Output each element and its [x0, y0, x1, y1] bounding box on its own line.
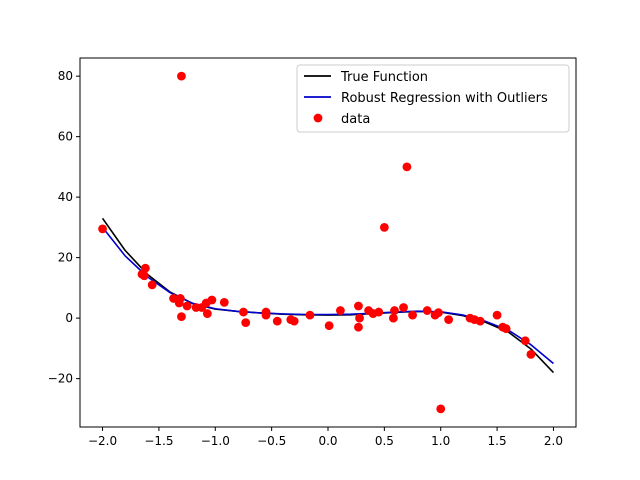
- data-point-43: [444, 315, 454, 325]
- plot-area: [98, 71, 555, 414]
- y-tick-label-1: 0: [65, 311, 73, 325]
- legend-label-2: data: [341, 112, 370, 127]
- data-point-35: [390, 306, 399, 315]
- data-point-24: [305, 310, 315, 320]
- data-point-50: [520, 336, 530, 346]
- data-point-4: [147, 280, 157, 290]
- x-tick-label-4: 0.0: [318, 434, 337, 448]
- data-point-39: [422, 306, 432, 315]
- x-tick-label-5: 0.5: [375, 434, 394, 448]
- axes: −2.0 −1.5 −1.0 −0.5 0.0 0.5 1.0 1.5 2.0 −20 0 20 40 6…: [48, 57, 577, 448]
- x-tick-label-1: −1.5: [144, 434, 173, 448]
- data-point-49: [501, 324, 511, 334]
- y-tick-label-3: 40: [58, 190, 73, 204]
- data-point-9: [177, 312, 186, 321]
- data-point-18: [241, 318, 251, 328]
- data-point-41: [434, 308, 443, 318]
- y-tick-label-2: 20: [58, 251, 73, 265]
- y-tick-label-4: 60: [58, 130, 73, 144]
- x-tick-label-3: −0.5: [257, 434, 286, 448]
- x-tick-label-8: 2.0: [544, 434, 563, 448]
- data-point-3: [140, 263, 150, 273]
- data-point-46: [475, 316, 485, 326]
- x-tick-label-2: −1.0: [201, 434, 230, 448]
- data-point-36: [399, 303, 408, 312]
- data-point-47: [492, 310, 502, 320]
- legend-label-1: Robust Regression with Outliers: [341, 91, 548, 106]
- x-tick-label-6: 1.0: [431, 434, 450, 448]
- data-point-10: [182, 301, 192, 311]
- data-point-26: [336, 306, 345, 315]
- legend: True Function Robust Regression with Outl…: [296, 64, 570, 133]
- data-point-51: [526, 350, 536, 359]
- data-point-16: [219, 297, 229, 307]
- data-point-33: [379, 222, 389, 232]
- data-point-21: [272, 316, 282, 326]
- x-tick-label-7: 1.5: [488, 434, 507, 448]
- data-point-2: [139, 271, 149, 281]
- data-point-14: [202, 309, 212, 318]
- data-point-8: [177, 71, 186, 81]
- data-point-0: [98, 224, 107, 234]
- data-point-29: [355, 313, 364, 323]
- data-point-17: [239, 307, 248, 317]
- y-tick-label-5: 80: [58, 69, 73, 83]
- data-point-37: [402, 162, 412, 172]
- data-point-7: [175, 294, 185, 303]
- data-point-15: [207, 295, 217, 305]
- legend-label-0: True Function: [340, 70, 428, 85]
- y-tick-label-0: −20: [48, 372, 73, 386]
- data-point-42: [436, 404, 446, 414]
- data-point-27: [354, 322, 363, 332]
- data-point-32: [374, 307, 384, 317]
- data-point-28: [354, 301, 363, 311]
- data-point-25: [324, 321, 334, 331]
- data-point-34: [388, 313, 398, 323]
- legend-swatch-2: [313, 113, 323, 123]
- data-point-38: [408, 310, 417, 320]
- x-tick-label-0: −2.0: [88, 434, 117, 448]
- data-point-20: [261, 310, 271, 320]
- legend-box: [296, 64, 570, 133]
- data-point-23: [289, 316, 299, 326]
